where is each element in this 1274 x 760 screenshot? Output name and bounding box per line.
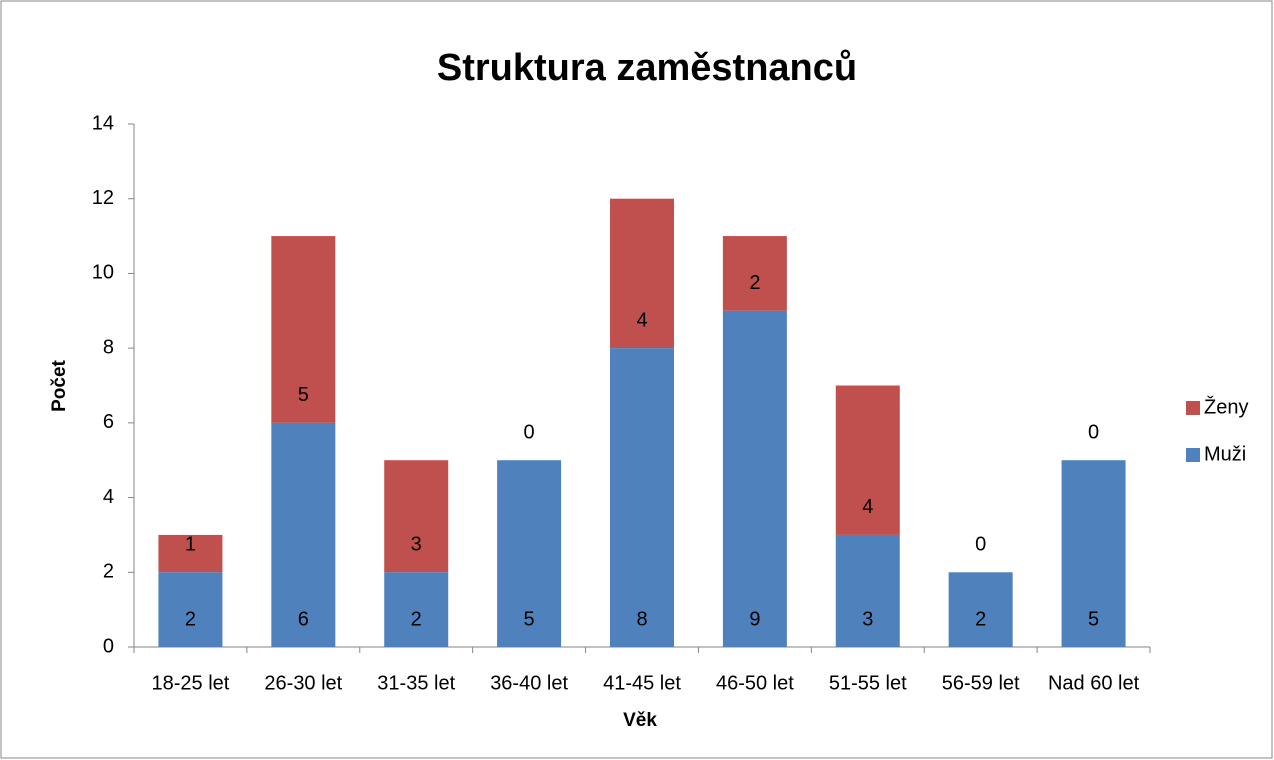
bar-segment — [610, 198, 674, 349]
legend-swatch — [1186, 401, 1200, 415]
bar-segment — [384, 572, 449, 647]
bar-segment — [835, 534, 900, 647]
bar-segment — [497, 460, 562, 647]
bar-segment — [158, 534, 223, 573]
bar-segment — [1061, 460, 1126, 647]
bar-segment — [384, 460, 449, 573]
data-label: 6 — [298, 608, 309, 630]
x-tick-label: Nad 60 let — [1048, 672, 1140, 694]
legend-label: Muži — [1204, 443, 1246, 465]
y-tick-label: 14 — [92, 112, 114, 134]
legend-swatch — [1186, 448, 1200, 462]
x-tick-label: 26-30 let — [264, 672, 342, 694]
data-label: 4 — [636, 309, 647, 331]
x-tick-label: 18-25 let — [152, 672, 230, 694]
x-tick-label: 56-59 let — [942, 672, 1020, 694]
bar-segment — [271, 422, 336, 647]
chart-title: Struktura zaměstnanců — [437, 47, 857, 89]
y-tick-label: 12 — [92, 187, 114, 209]
bar-segment — [610, 348, 674, 647]
data-label: 8 — [636, 608, 647, 630]
data-label: 0 — [975, 534, 986, 556]
data-label: 2 — [975, 608, 986, 630]
data-label: 4 — [862, 496, 873, 518]
x-axis-label: Věk — [623, 710, 657, 731]
bar-segment — [835, 385, 900, 535]
data-label: 2 — [749, 272, 760, 294]
bar-segment — [948, 572, 1013, 647]
data-label: 5 — [1088, 608, 1099, 630]
y-tick-label: 4 — [103, 486, 114, 508]
y-axis-label: Počet — [49, 359, 70, 411]
x-tick-label: 46-50 let — [716, 672, 794, 694]
bar-segment — [158, 572, 223, 647]
bar-segment — [271, 236, 336, 423]
y-tick-label: 8 — [103, 336, 114, 358]
data-label: 2 — [411, 608, 422, 630]
x-tick-label: 36-40 let — [490, 672, 568, 694]
bar-segment — [722, 310, 787, 647]
y-tick-label: 0 — [103, 635, 114, 657]
data-label: 0 — [524, 421, 535, 443]
data-label: 9 — [749, 608, 760, 630]
y-tick-label: 2 — [103, 561, 114, 583]
y-tick-label: 6 — [103, 411, 114, 433]
x-tick-label: 51-55 let — [829, 672, 907, 694]
data-label: 0 — [1088, 421, 1099, 443]
data-label: 5 — [524, 608, 535, 630]
x-tick-label: 31-35 let — [377, 672, 455, 694]
data-label: 1 — [185, 534, 196, 556]
data-label: 2 — [185, 608, 196, 630]
x-tick-label: 41-45 let — [603, 672, 681, 694]
y-tick-label: 10 — [92, 262, 114, 284]
legend-label: Ženy — [1204, 395, 1248, 418]
data-label: 5 — [298, 384, 309, 406]
bar-segment — [722, 236, 787, 311]
data-label: 3 — [862, 608, 873, 630]
data-label: 3 — [411, 534, 422, 556]
